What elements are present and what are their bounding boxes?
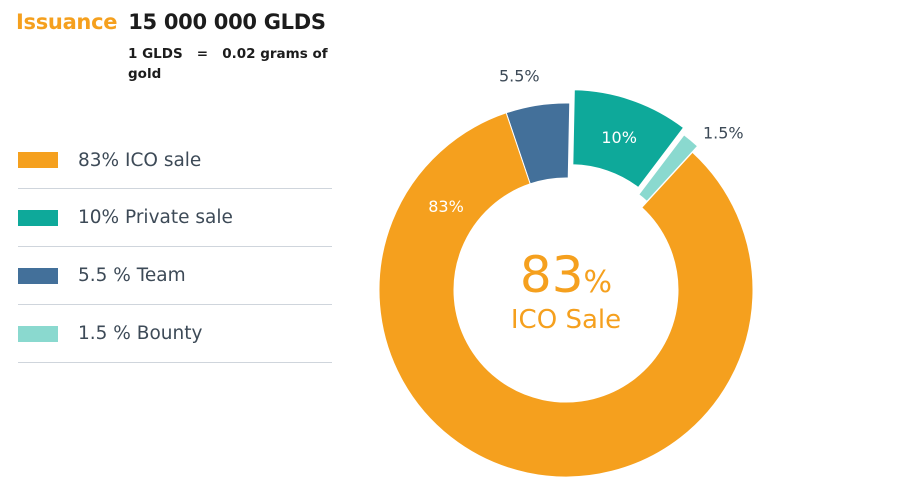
slice-label-private: 10% [601, 128, 637, 147]
donut-slice-private [572, 89, 685, 189]
legend-item-bounty: 1.5 % Bounty [18, 305, 332, 363]
legend: 83% ICO sale 10% Private sale 5.5 % Team… [18, 132, 332, 363]
legend-item-ico: 83% ICO sale [18, 132, 332, 189]
legend-label-team: 5.5 % Team [78, 265, 186, 286]
donut-slice-team [505, 102, 571, 185]
issuance-label: Issuance [16, 10, 118, 34]
legend-swatch-ico [18, 152, 58, 168]
donut-slice-ico [378, 112, 754, 478]
legend-label-bounty: 1.5 % Bounty [78, 323, 203, 344]
donut-slice-labels: 5.5% 10% 1.5% 83% [428, 67, 743, 216]
donut-slices [378, 89, 754, 478]
issuance-value: 15 000 000 GLDS [128, 10, 326, 34]
center-value-number: 83 [520, 246, 584, 304]
slice-label-bounty: 1.5% [703, 123, 744, 142]
legend-item-private: 10% Private sale [18, 189, 332, 247]
center-value-unit: % [584, 265, 613, 300]
legend-swatch-bounty [18, 325, 58, 342]
slice-label-team: 5.5% [499, 67, 540, 86]
legend-swatch-team [18, 267, 58, 284]
legend-label-ico: 83% ICO sale [78, 149, 202, 171]
legend-item-team: 5.5 % Team [18, 247, 332, 305]
exchange-rate-note: 1 GLDS = 0.02 grams of gold [128, 44, 353, 84]
issuance-header: Issuance 15 000 000 GLDS [16, 10, 326, 34]
rate-line-2: gold [128, 66, 162, 82]
center-caption: ICO Sale [511, 305, 621, 335]
legend-label-private: 10% Private sale [78, 207, 233, 228]
slice-label-ico: 83% [428, 197, 464, 216]
center-value: 83% [520, 246, 612, 304]
rate-line-1: 1 GLDS = 0.02 grams of [128, 46, 328, 62]
legend-swatch-private [18, 209, 58, 226]
issuance-line: Issuance 15 000 000 GLDS [16, 10, 326, 34]
